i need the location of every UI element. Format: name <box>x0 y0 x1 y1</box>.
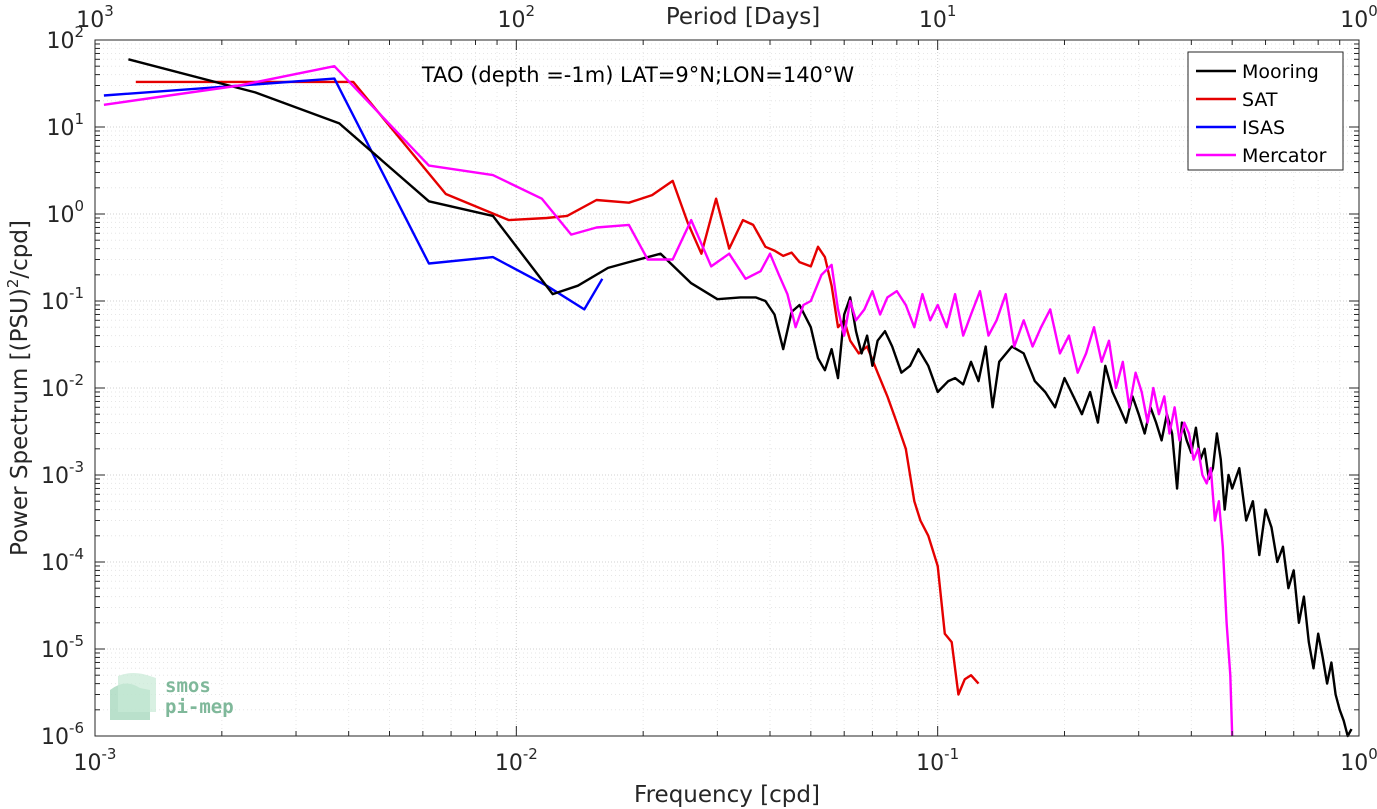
logo-text-pi-mep: pi-mep <box>165 696 234 718</box>
y-tick-label: 10-3 <box>41 458 84 489</box>
x-tick-label: 10-2 <box>495 745 538 776</box>
logo-mark-layer <box>118 673 156 712</box>
smos-pi-mep-logo: smos pi-mep <box>110 673 234 720</box>
top-tick-label: 103 <box>76 2 114 33</box>
y-tick-label: 101 <box>46 110 84 141</box>
series-layer <box>103 58 1353 738</box>
legend-label-mercator: Mercator <box>1242 145 1327 167</box>
series-line-mooring <box>128 58 1353 738</box>
x-tick-label: 10-1 <box>916 745 959 776</box>
top-tick-label: 101 <box>919 2 957 33</box>
y-tick-label: 102 <box>46 23 84 54</box>
y-tick-label: 10-2 <box>41 371 84 402</box>
y-axis-label: Power Spectrum [(PSU)2/cpd] <box>4 220 33 556</box>
top-axis-label: Period [Days] <box>666 4 820 30</box>
legend-label-isas: ISAS <box>1242 117 1285 139</box>
x-axis-label: Frequency [cpd] <box>634 782 820 808</box>
chart-title: TAO (depth =-1m) LAT=9°N;LON=140°W <box>421 63 855 87</box>
legend: Mooring SAT ISAS Mercator <box>1187 51 1344 171</box>
legend-label-mooring: Mooring <box>1242 61 1319 83</box>
y-tick-label: 100 <box>46 197 84 228</box>
top-tick-label: 102 <box>498 2 536 33</box>
legend-label-sat: SAT <box>1242 89 1278 111</box>
y-tick-label: 10-4 <box>41 545 84 576</box>
series-line-sat <box>135 80 980 696</box>
logo-text-smos: smos <box>165 675 211 697</box>
ticks-layer <box>94 39 1360 737</box>
y-tick-label: 10-6 <box>41 719 84 750</box>
y-tick-label: 10-5 <box>41 632 84 663</box>
series-line-mercator <box>103 64 1234 737</box>
minor-grid <box>95 40 1359 736</box>
top-tick-label: 100 <box>1340 2 1377 33</box>
x-tick-label: 10-3 <box>74 745 117 776</box>
y-tick-label: 10-1 <box>41 284 84 315</box>
series-line-isas <box>103 77 604 311</box>
x-tick-label: 100 <box>1340 745 1377 776</box>
